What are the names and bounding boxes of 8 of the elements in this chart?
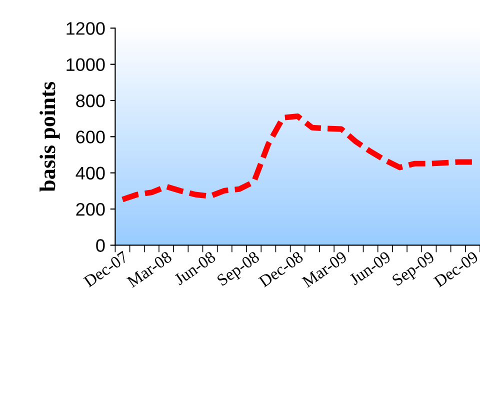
y-tick-label: 1200 — [66, 22, 105, 35]
y-tick-label: 800 — [76, 94, 105, 108]
y-tick-label: 400 — [76, 166, 105, 180]
y-axis-title: basis points — [40, 82, 60, 192]
y-tick-label: 0 — [96, 239, 105, 252]
y-tick-label: 200 — [76, 202, 105, 216]
y-tick-label: 600 — [76, 130, 105, 144]
y-tick-label: 1000 — [66, 58, 105, 72]
